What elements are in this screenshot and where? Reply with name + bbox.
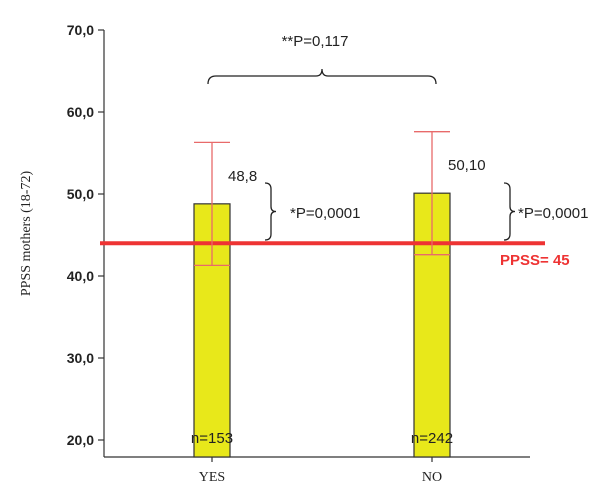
y-tick-label: 40,0 [67,268,94,284]
value-label: 50,10 [448,157,486,174]
comparison-p-label: **P=0,117 [282,33,349,50]
n-label: n=242 [411,430,453,447]
y-tick-label: 70,0 [67,22,94,38]
brace-yes [264,182,277,241]
p-value-label: *P=0,0001 [290,205,360,222]
brace-no [503,182,516,241]
y-tick-label: 50,0 [67,186,94,202]
value-label: 48,8 [228,168,257,185]
y-axis-title: PPSS mothers (18-72) [19,171,34,297]
brace-comparison [207,68,437,85]
x-tick-label: YES [199,470,225,485]
reference-line-label: PPSS= 45 [500,252,570,269]
x-tick-label: NO [422,470,442,485]
y-tick-label: 60,0 [67,104,94,120]
y-tick-label: 20,0 [67,432,94,448]
n-label: n=153 [191,430,233,447]
p-value-label: *P=0,0001 [518,205,588,222]
y-tick-label: 30,0 [67,350,94,366]
